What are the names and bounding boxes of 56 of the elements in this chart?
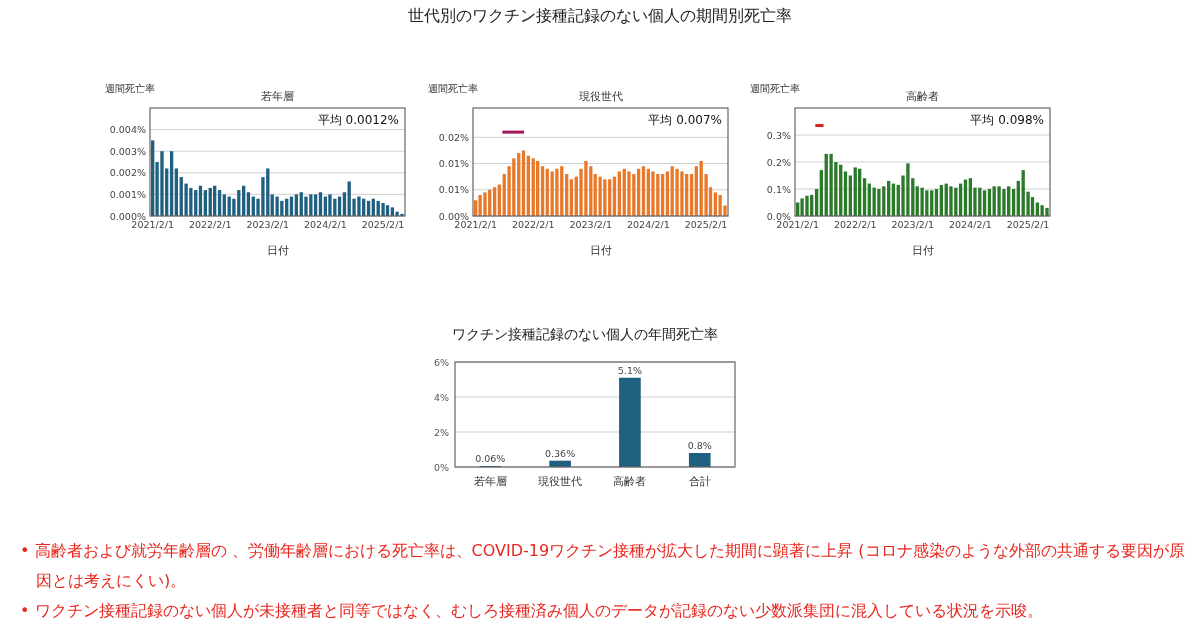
annotation: 平均 0.098% xyxy=(970,113,1044,127)
x-tick-label: 2022/2/1 xyxy=(188,219,232,230)
y-tick-label: 4% xyxy=(433,391,449,403)
y-tick-label: 0.00% xyxy=(438,210,469,222)
x-tick-label: 高齢者 xyxy=(613,475,647,488)
y-tick-label: 0.004% xyxy=(109,124,146,136)
y-axis-title: 週間死亡率 xyxy=(428,83,478,94)
y-tick-label: 0.000% xyxy=(109,210,146,222)
x-tick-label: 2021/2/1 xyxy=(776,219,820,230)
x-tick-label: 2021/2/1 xyxy=(131,219,175,230)
y-tick-label: 0.001% xyxy=(109,188,146,200)
annotation: 平均 0.0012% xyxy=(317,113,399,127)
x-tick-label: 2022/2/1 xyxy=(833,219,877,230)
y-tick-label: 0.003% xyxy=(109,145,146,157)
y-tick-label: 0.2% xyxy=(766,156,791,168)
text: • 高齢者および就労年齢層の 、労働年齢層における死亡率は、COVID-19ワクチン接種が拡大した期間に顕著に上昇 (コロナ感染のような外部の共通する要因が原因とは考えにくい)。 xyxy=(20,540,1186,592)
x-tick-label: 2023/2/1 xyxy=(891,219,935,230)
x-tick-label: 2024/2/1 xyxy=(304,219,347,230)
x-tick-label: 現役世代 xyxy=(538,475,583,488)
x-tick-label: 2025/2/1 xyxy=(361,219,405,230)
x-axis-title: 日付 xyxy=(266,244,289,257)
y-tick-label: 0.1% xyxy=(766,183,791,195)
y-tick-label: 0.02% xyxy=(438,131,469,143)
x-tick-label: 合計 xyxy=(688,475,711,488)
x-tick-label: 2024/2/1 xyxy=(949,219,992,230)
y-tick-label: 2% xyxy=(433,426,449,438)
chart-subtitle: 世代別のワクチン接種記録のない個人の期間別死亡率 xyxy=(407,6,793,27)
chart-title: 若年層 xyxy=(261,90,294,103)
x-tick-label: 2021/2/1 xyxy=(454,219,498,230)
annotation: 平均 0.007% xyxy=(648,113,722,127)
y-tick-label: 0.002% xyxy=(109,167,146,179)
chart-title: 高齢者 xyxy=(906,90,939,103)
chart-title: 現役世代 xyxy=(578,90,623,103)
y-tick-label: 0% xyxy=(433,461,449,473)
data-label: 0.06% xyxy=(475,452,506,464)
y-tick-label: 0.0% xyxy=(766,210,791,222)
x-axis-title: 日付 xyxy=(589,244,612,257)
data-label: 5.1% xyxy=(617,364,642,376)
y-axis-title: 週間死亡率 xyxy=(750,83,800,94)
y-tick-label: 6% xyxy=(433,356,449,368)
y-tick-label: 0.01% xyxy=(438,184,469,196)
y-tick-label: 0.01% xyxy=(438,158,469,170)
x-tick-label: 2023/2/1 xyxy=(246,219,290,230)
x-tick-label: 2025/2/1 xyxy=(1006,219,1050,230)
x-axis-title: 日付 xyxy=(911,244,934,257)
y-tick-label: 0.3% xyxy=(766,129,791,141)
x-tick-label: 若年層 xyxy=(473,475,507,488)
data-label: 0.8% xyxy=(687,440,712,451)
data-label: 0.36% xyxy=(544,447,576,459)
y-axis-title: 週間死亡率 xyxy=(105,83,155,94)
text: • ワクチン接種記録のない個人が未接種者と同等ではなく、むしろ接種済み個人のデータが記録のない少数派集団に混入している状況を示唆。 xyxy=(20,600,1044,622)
x-tick-label: 2024/2/1 xyxy=(627,219,670,230)
chart-title: ワクチン接種記録のない個人の年間死亡率 xyxy=(452,326,718,342)
x-tick-label: 2025/2/1 xyxy=(684,219,728,230)
x-tick-label: 2023/2/1 xyxy=(569,219,613,230)
x-tick-label: 2022/2/1 xyxy=(511,219,555,230)
